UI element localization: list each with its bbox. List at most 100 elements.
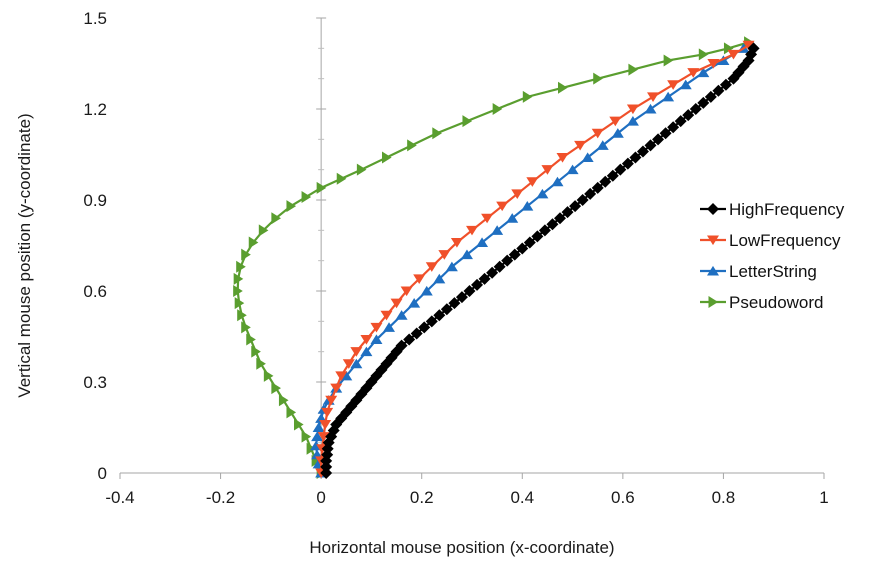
data-point (450, 237, 463, 248)
legend-marker (707, 265, 719, 276)
data-point (687, 68, 700, 78)
data-point (556, 153, 569, 163)
data-point (370, 334, 383, 345)
x-tick-label: 0.8 (712, 488, 736, 507)
data-point (246, 333, 256, 346)
data-point (433, 309, 446, 322)
data-point (286, 406, 297, 419)
data-point (574, 140, 587, 151)
legend-label: Pseudoword (729, 293, 824, 312)
data-point (717, 55, 730, 65)
data-point (256, 357, 266, 370)
data-point (413, 274, 426, 284)
data-point (395, 310, 408, 320)
data-point (606, 169, 619, 182)
data-point (440, 303, 453, 316)
y-tick-label: 1.5 (83, 9, 107, 28)
data-point (496, 201, 509, 212)
x-tick-label: 0.4 (510, 488, 534, 507)
data-point (698, 48, 709, 61)
data-point (531, 230, 544, 243)
data-point (360, 346, 373, 357)
data-point (723, 42, 734, 55)
data-point (679, 79, 692, 90)
data-point (478, 272, 491, 285)
series-line (236, 41, 749, 474)
data-point (390, 298, 403, 309)
tick-labels: -0.4 -0.2 0 0.2 0.4 0.6 0.8 1 0 0.3 0.6 0.9 1.2 1.5 (83, 9, 828, 507)
data-point (370, 322, 383, 333)
data-point (383, 322, 396, 332)
data-point (311, 431, 324, 442)
data-point (448, 297, 461, 310)
data-point (432, 127, 442, 140)
data-point (466, 225, 478, 236)
data-point (667, 80, 680, 90)
data-point (719, 78, 732, 91)
data-point (629, 151, 642, 164)
y-tick-label: 1.2 (83, 100, 107, 119)
x-tick-label: 0.2 (410, 488, 434, 507)
data-point (258, 224, 269, 237)
data-point (663, 54, 674, 67)
x-tick-label: 0 (316, 488, 325, 507)
data-point (596, 140, 609, 150)
data-point (403, 333, 416, 346)
legend-item: HighFrequency (700, 200, 845, 219)
legend-marker (708, 296, 719, 308)
data-point (742, 40, 755, 51)
data-point (626, 104, 639, 115)
data-point (350, 347, 363, 357)
data-point (554, 212, 566, 225)
data-point (395, 339, 408, 352)
data-point (342, 359, 355, 369)
data-point (471, 278, 484, 291)
data-point (697, 67, 710, 78)
data-point (522, 90, 533, 103)
data-point (508, 248, 521, 261)
data-point (541, 165, 554, 175)
series-line (315, 47, 745, 474)
data-point (356, 163, 367, 176)
data-point (316, 181, 327, 194)
data-point (408, 298, 421, 308)
data-point (241, 321, 251, 334)
data-point (516, 242, 529, 255)
data-point (301, 190, 312, 203)
data-point (251, 345, 261, 358)
data-point (236, 260, 246, 273)
data-point (492, 103, 503, 115)
y-tick-label: 0.9 (83, 191, 107, 210)
series-LetterString (310, 43, 750, 478)
data-point (418, 321, 431, 334)
data-point (581, 152, 594, 163)
data-point (551, 176, 564, 187)
data-point (463, 285, 476, 297)
series-line (320, 44, 750, 473)
legend-label: LetterString (729, 262, 817, 281)
data-point (410, 327, 423, 340)
data-point (330, 383, 343, 394)
data-point (621, 157, 634, 170)
data-point (271, 382, 281, 395)
data-point (526, 177, 539, 187)
data-point (425, 315, 438, 328)
data-point (460, 249, 473, 260)
data-point (234, 297, 245, 310)
x-axis-title: Horizontal mouse position (x-coordinate) (309, 538, 614, 557)
data-point (591, 181, 604, 194)
series-layer (233, 36, 760, 479)
data-point (659, 127, 672, 140)
data-point (420, 285, 433, 296)
data-point (340, 370, 353, 381)
legend-item: Pseudoword (700, 293, 824, 312)
legend: HighFrequency LowFrequency LetterString Pse… (700, 200, 845, 312)
data-point (501, 254, 514, 267)
data-point (462, 115, 473, 128)
data-point (319, 419, 332, 430)
data-point (521, 200, 534, 211)
data-point (407, 139, 417, 152)
data-point (628, 63, 639, 76)
axes (120, 18, 824, 474)
data-point (301, 430, 312, 443)
